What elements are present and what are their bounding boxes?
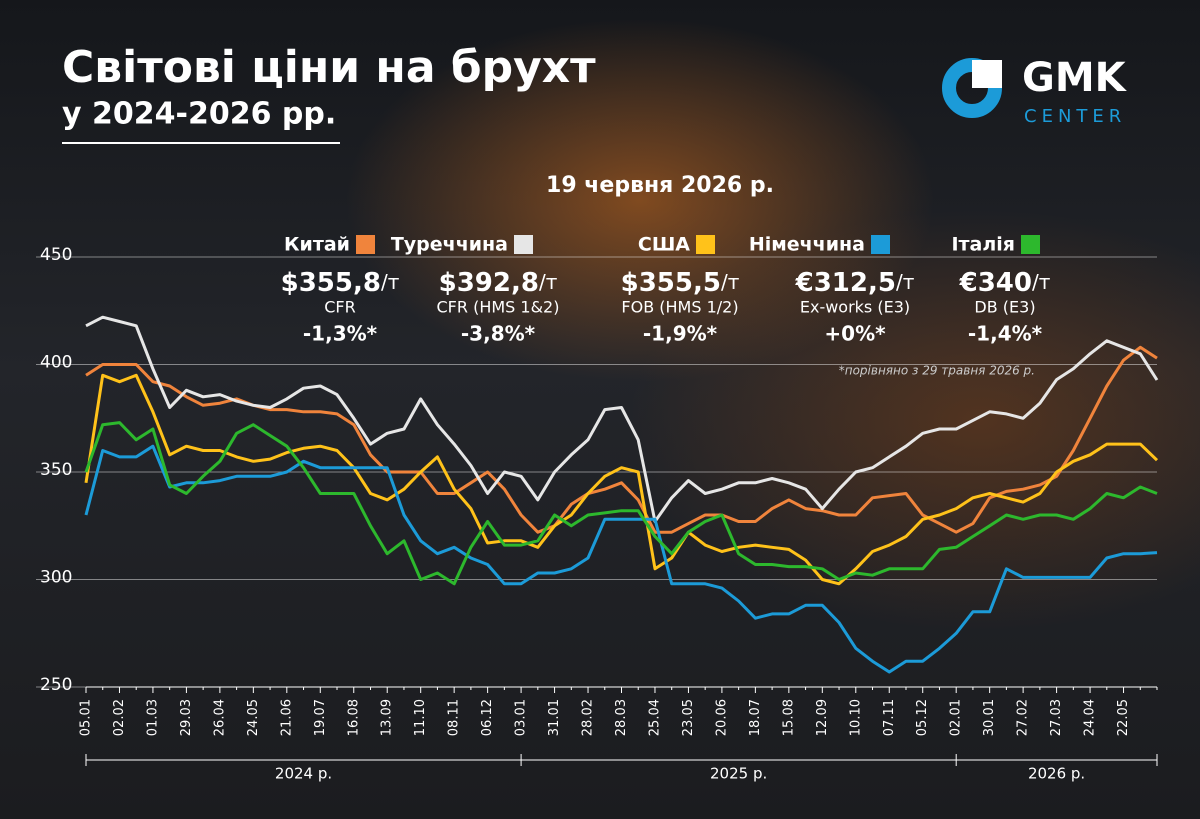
- legend-label: Китай: [284, 234, 350, 256]
- price-value: $355,5: [621, 268, 721, 298]
- x-tick-label: 06.12: [480, 699, 495, 736]
- x-tick-label: 10.10: [848, 699, 863, 736]
- price: €312,5/т: [795, 268, 915, 298]
- x-tick-label: 02.01: [949, 699, 964, 736]
- y-tick-label: 400: [40, 353, 72, 373]
- change: +0%*: [824, 322, 886, 346]
- y-tick-label: 350: [40, 460, 72, 480]
- date: 19 червня 2026 р.: [546, 173, 774, 198]
- basis: CFR: [324, 298, 356, 317]
- price-value: €312,5: [795, 268, 896, 298]
- change: -3,8%*: [461, 322, 536, 346]
- x-tick-label: 18.07: [748, 699, 763, 736]
- change: -1,3%*: [303, 322, 378, 346]
- x-tick-label: 25.04: [647, 699, 662, 736]
- price: $392,8/т: [439, 268, 558, 298]
- y-tick-label: 300: [40, 568, 72, 588]
- legend-swatch: [871, 235, 890, 254]
- x-tick-label: 30.01: [982, 699, 997, 736]
- series-line: [84, 373, 1159, 586]
- change: -1,4%*: [968, 322, 1043, 346]
- series-line: [84, 421, 1158, 586]
- series-line: [85, 315, 1159, 523]
- x-tick-label: 22.05: [1116, 699, 1131, 736]
- x-tick-label: 05.01: [79, 699, 94, 736]
- x-tick-label: 20.06: [714, 699, 729, 736]
- x-tick-label: 05.12: [915, 699, 930, 736]
- x-tick-label: 29.03: [179, 699, 194, 736]
- price-unit: /т: [539, 270, 558, 294]
- x-tick-label: 28.03: [614, 699, 629, 736]
- legend-swatch: [696, 235, 715, 254]
- year-label: 2024 р.: [275, 765, 332, 783]
- legend-swatch: [1021, 235, 1040, 254]
- legend-swatch: [356, 235, 375, 254]
- price: $355,8/т: [281, 268, 400, 298]
- y-tick-label: 250: [40, 675, 72, 695]
- logo-sub: CENTER: [1024, 106, 1126, 127]
- legend-label: Німеччина: [749, 234, 865, 256]
- x-tick-label: 28.02: [581, 699, 596, 736]
- basis: CFR (HMS 1&2): [437, 298, 560, 317]
- x-tick-label: 01.03: [145, 699, 160, 736]
- logo-notch: [972, 60, 1002, 88]
- price-unit: /т: [381, 270, 400, 294]
- y-tick-label: 450: [40, 245, 72, 265]
- change: -1,9%*: [643, 322, 718, 346]
- year-label: 2025 р.: [710, 765, 767, 783]
- basis: FOB (HMS 1/2): [621, 298, 738, 317]
- x-tick-label: 23.05: [681, 699, 696, 736]
- legend-label: Італія: [951, 234, 1015, 256]
- basis: Ex-works (E3): [800, 298, 910, 317]
- legend-label: США: [638, 234, 690, 256]
- x-tick-label: 15.08: [781, 699, 796, 736]
- x-tick-label: 31.01: [547, 699, 562, 736]
- price-unit: /т: [1032, 270, 1051, 294]
- price-value: $392,8: [439, 268, 539, 298]
- x-tick-label: 16.08: [346, 699, 361, 736]
- x-tick-label: 27.03: [1049, 699, 1064, 736]
- price-value: $355,8: [281, 268, 381, 298]
- x-tick-label: 27.02: [1016, 699, 1031, 736]
- price: €340/т: [959, 268, 1051, 298]
- legend-swatch: [514, 235, 533, 254]
- footnote: *порівняно з 29 травня 2026 р.: [839, 364, 1035, 378]
- x-tick-label: 24.05: [246, 699, 261, 736]
- x-tick-label: 07.11: [882, 699, 897, 736]
- x-tick-label: 24.04: [1083, 699, 1098, 736]
- x-tick-label: 11.10: [413, 699, 428, 736]
- x-tick-label: 26.04: [212, 699, 227, 736]
- price-unit: /т: [721, 270, 740, 294]
- x-tick-label: 03.01: [514, 699, 529, 736]
- x-tick-label: 08.11: [447, 699, 462, 736]
- price-value: €340: [959, 268, 1032, 298]
- price: $355,5/т: [621, 268, 740, 298]
- basis: DB (E3): [974, 298, 1035, 317]
- x-tick-label: 19.07: [313, 699, 328, 736]
- price-unit: /т: [896, 270, 915, 294]
- x-tick-label: 02.02: [112, 699, 127, 736]
- subtitle: у 2024-2026 рр.: [62, 97, 336, 132]
- x-tick-label: 21.06: [279, 699, 294, 736]
- title: Світові ціни на брухт: [62, 42, 596, 93]
- year-label: 2026 р.: [1028, 765, 1085, 783]
- x-tick-label: 13.09: [380, 699, 395, 736]
- series-line: [84, 444, 1158, 674]
- legend-label: Туреччина: [391, 234, 508, 256]
- logo-main: GMK: [1022, 55, 1128, 101]
- x-tick-label: 12.09: [815, 699, 830, 736]
